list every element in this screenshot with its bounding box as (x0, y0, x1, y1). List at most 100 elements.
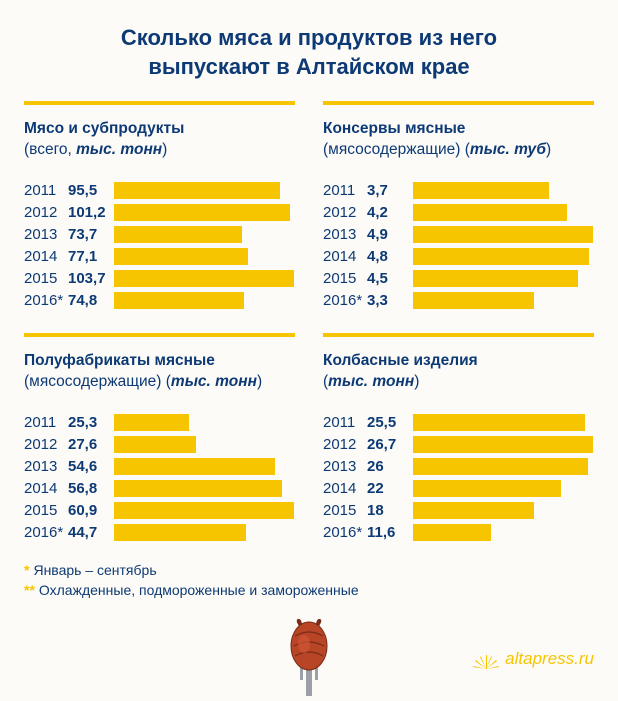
sun-icon (473, 649, 499, 669)
value-label: 22 (367, 480, 413, 497)
year-label: 2015 (323, 502, 367, 519)
value-label: 4,5 (367, 270, 413, 287)
year-label: 2016* (323, 524, 367, 541)
bar-track (413, 226, 594, 243)
infographic-page: Сколько мяса и продуктов из него выпуска… (0, 0, 618, 701)
bar-track (413, 502, 594, 519)
title-line-1: Сколько мяса и продуктов из него (121, 25, 497, 50)
value-label: 25,5 (367, 414, 413, 431)
footnote-2: **Охлажденные, подмороженные и заморожен… (24, 581, 594, 601)
bar (413, 204, 567, 221)
bar-track (114, 248, 295, 265)
bar-track (413, 414, 594, 431)
year-label: 2012 (24, 204, 68, 221)
data-row: 2016*44,7 (24, 521, 295, 543)
bar (114, 182, 280, 199)
value-label: 77,1 (68, 248, 114, 265)
value-label: 25,3 (68, 414, 114, 431)
panel-rows: 20113,720124,220134,920144,820154,52016*… (323, 179, 594, 311)
year-label: 2013 (323, 458, 367, 475)
bar-track (413, 204, 594, 221)
year-label: 2014 (323, 248, 367, 265)
bar-track (114, 458, 295, 475)
year-label: 2013 (24, 226, 68, 243)
data-row: 201354,6 (24, 455, 295, 477)
panel-unit: тыс. тонн (328, 373, 414, 390)
year-label: 2013 (323, 226, 367, 243)
bar (114, 248, 248, 265)
year-label: 2016* (323, 292, 367, 309)
bar (413, 414, 585, 431)
page-title: Сколько мяса и продуктов из него выпуска… (24, 24, 594, 81)
value-label: 26 (367, 458, 413, 475)
bar (114, 270, 294, 287)
value-label: 56,8 (68, 480, 114, 497)
bar-track (114, 270, 295, 287)
bar (413, 436, 593, 453)
brand-text: altapress.ru (505, 649, 594, 669)
bar-track (114, 502, 295, 519)
bar (413, 270, 578, 287)
bar (413, 524, 491, 541)
bar-track (114, 480, 295, 497)
bar (413, 480, 561, 497)
panel-heading: Полуфабрикаты мясные(мясосодержащие) (ты… (24, 351, 295, 395)
footnote-1: *Январь – сентябрь (24, 561, 594, 581)
bar-track (114, 226, 295, 243)
panel-3: Колбасные изделия(тыс. тонн)201125,52012… (323, 333, 594, 543)
bar-track (413, 292, 594, 309)
value-label: 18 (367, 502, 413, 519)
panels-grid: Мясо и субпродукты (всего, тыс. тонн) 2011… (24, 101, 594, 543)
panel-unit: тыс. туб (470, 141, 546, 158)
panel-divider (24, 101, 295, 105)
value-label: 103,7 (68, 270, 114, 287)
bar-track (413, 524, 594, 541)
data-row: 201373,7 (24, 223, 295, 245)
value-label: 3,3 (367, 292, 413, 309)
data-row: 2012101,2 (24, 201, 295, 223)
year-label: 2013 (24, 458, 68, 475)
year-label: 2012 (323, 436, 367, 453)
value-label: 95,5 (68, 182, 114, 199)
year-label: 2015 (24, 502, 68, 519)
data-row: 20113,7 (323, 179, 594, 201)
value-label: 26,7 (367, 436, 413, 453)
footnotes: *Январь – сентябрь **Охлажденные, подмор… (24, 561, 594, 600)
year-label: 2012 (323, 204, 367, 221)
data-row: 201560,9 (24, 499, 295, 521)
panel-0: Мясо и субпродукты(всего, тыс. тонн)2011… (24, 101, 295, 311)
data-row: 201456,8 (24, 477, 295, 499)
bar (114, 436, 196, 453)
bar-track (114, 182, 295, 199)
value-label: 73,7 (68, 226, 114, 243)
panel-heading-close: ) (546, 141, 551, 158)
data-row: 201227,6 (24, 433, 295, 455)
bar-track (114, 436, 295, 453)
bar (413, 182, 549, 199)
data-row: 2016*11,6 (323, 521, 594, 543)
data-row: 201125,5 (323, 411, 594, 433)
year-label: 2011 (323, 414, 367, 431)
data-row: 20154,5 (323, 267, 594, 289)
panel-2: Полуфабрикаты мясные(мясосодержащие) (ты… (24, 333, 295, 543)
panel-heading-plain: (всего, (24, 141, 76, 158)
panel-heading-close: ) (257, 373, 262, 390)
bar-track (114, 204, 295, 221)
sausage-icon (280, 618, 338, 701)
bar-track (413, 480, 594, 497)
value-label: 54,6 (68, 458, 114, 475)
panel-unit: тыс. тонн (76, 141, 162, 158)
bar-track (413, 270, 594, 287)
data-row: 201326 (323, 455, 594, 477)
data-row: 201226,7 (323, 433, 594, 455)
bar-track (413, 248, 594, 265)
panel-heading-bold: Мясо и субпродукты (24, 120, 184, 137)
bar (114, 226, 242, 243)
value-label: 74,8 (68, 292, 114, 309)
panel-divider (323, 101, 594, 105)
bar-track (114, 524, 295, 541)
bar (413, 248, 589, 265)
bar-track (114, 414, 295, 431)
bar (413, 292, 534, 309)
data-row: 2015103,7 (24, 267, 295, 289)
